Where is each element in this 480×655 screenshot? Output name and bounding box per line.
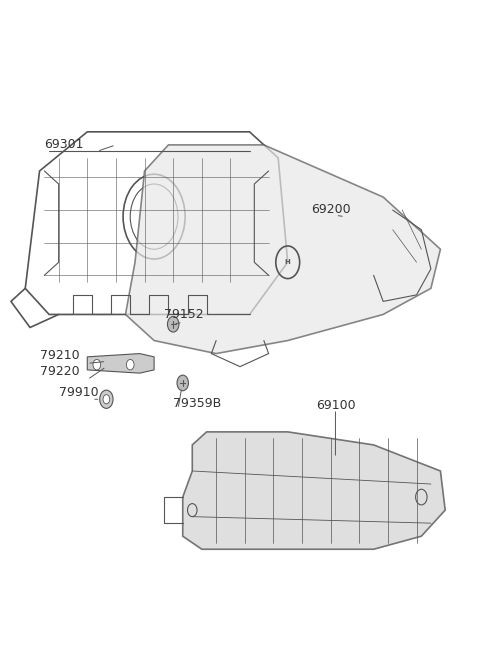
Circle shape bbox=[177, 375, 189, 391]
Text: 79910: 79910 bbox=[59, 386, 98, 399]
Circle shape bbox=[100, 390, 113, 408]
Text: 79220: 79220 bbox=[39, 365, 79, 378]
Text: 69301: 69301 bbox=[44, 138, 84, 151]
Text: 79152: 79152 bbox=[164, 308, 203, 321]
Text: 69200: 69200 bbox=[312, 203, 351, 216]
Text: H: H bbox=[285, 259, 290, 265]
Circle shape bbox=[126, 360, 134, 370]
Polygon shape bbox=[87, 354, 154, 373]
Text: 79359B: 79359B bbox=[173, 397, 221, 410]
Circle shape bbox=[103, 395, 110, 404]
Polygon shape bbox=[183, 432, 445, 550]
Text: 69100: 69100 bbox=[316, 399, 356, 412]
Polygon shape bbox=[125, 145, 441, 354]
Circle shape bbox=[168, 316, 179, 332]
Circle shape bbox=[93, 360, 101, 370]
Text: 79210: 79210 bbox=[39, 349, 79, 362]
